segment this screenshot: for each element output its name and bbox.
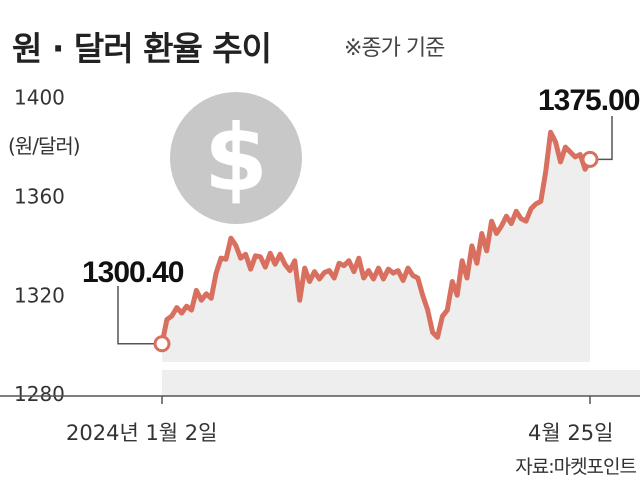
series-line [159,129,593,347]
start-date-label: 2024년 1월 2일 [66,421,217,445]
end-date-label: 4월 25일 [528,421,613,445]
start-point-marker [153,335,171,353]
y-tick-label: 1320 [14,283,65,307]
end-value-label: 1375.00 [538,84,640,117]
dollar-coin-icon: $ [170,92,302,224]
area-fill [162,132,590,362]
dollar-coin-circle [170,92,302,224]
source-label: 자료:마켓포인트 [515,456,637,478]
end-point-marker [581,150,599,168]
end-leader-line [592,116,613,161]
y-axis-unit: (원/달러) [8,134,81,158]
start-value-label: 1300.40 [82,256,184,289]
start-leader-line [117,286,162,345]
chart-title: 원 · 달러 환율 추이 [12,29,272,68]
y-tick-label: 1280 [14,382,65,406]
y-tick-label: 1360 [14,184,65,208]
chart-note: ※종가 기준 [344,36,445,61]
baseline-band [162,370,640,396]
y-tick-label: 1400 [14,86,65,110]
dollar-sign: $ [204,105,268,212]
